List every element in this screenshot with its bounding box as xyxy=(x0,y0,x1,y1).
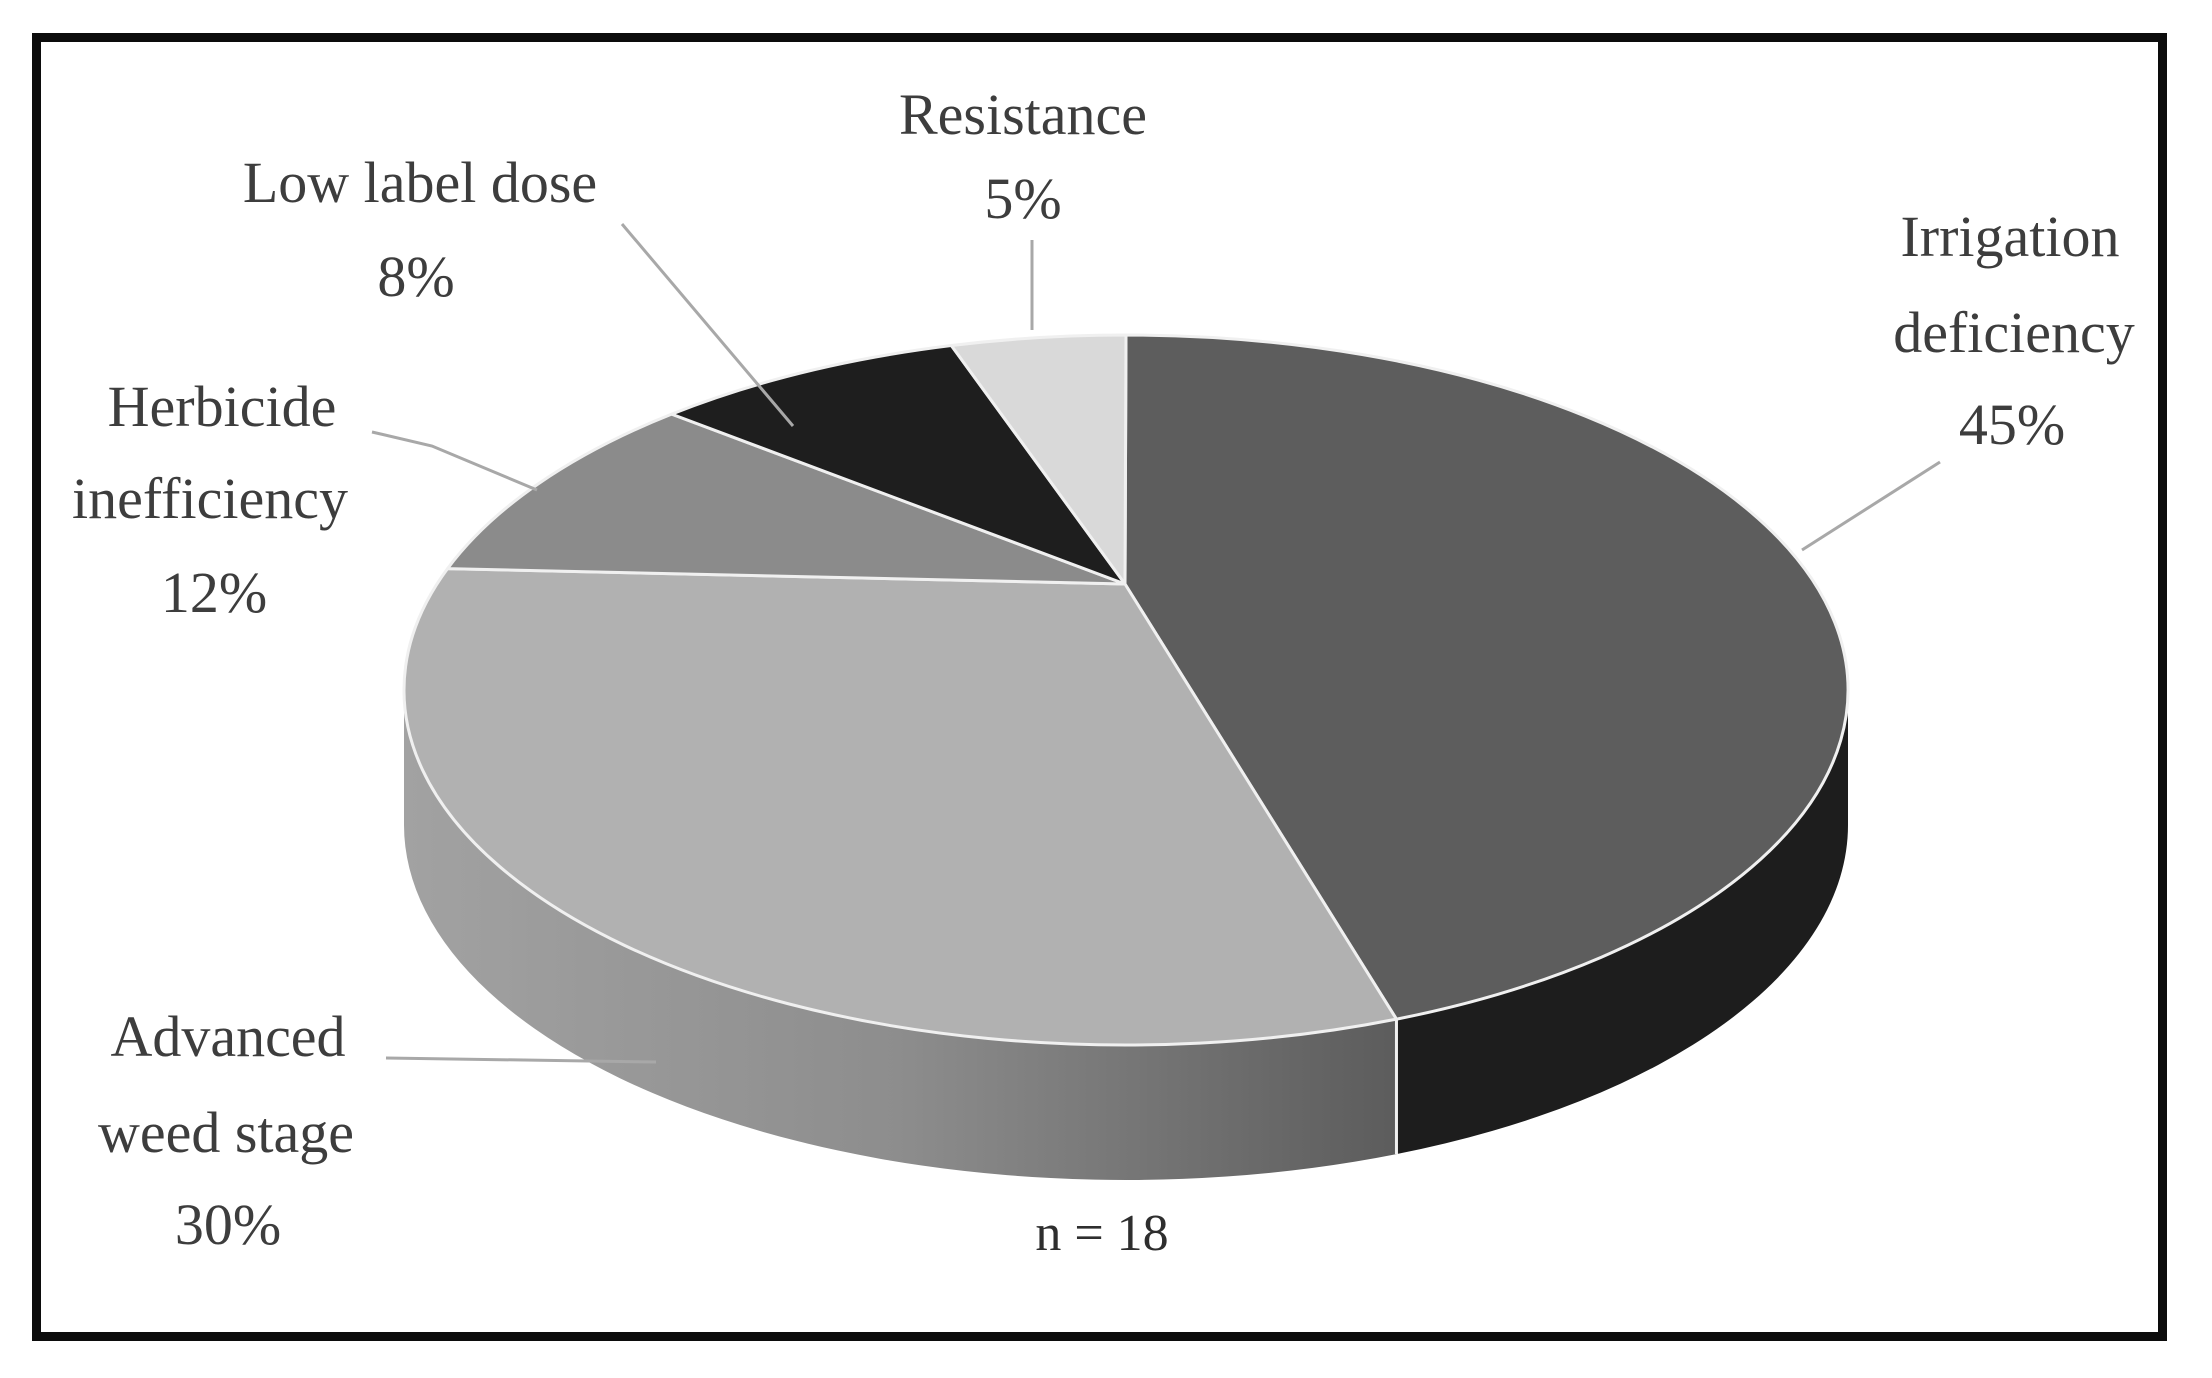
pie-3d xyxy=(402,333,1850,1180)
label-advanced-pct: 30% xyxy=(175,1192,281,1257)
label-irrigation-pct: 45% xyxy=(1959,392,2065,457)
herbicide-leader-line xyxy=(371,430,538,492)
label-low-dose-line1: Low label dose xyxy=(243,150,597,215)
pie-slice-advanced-weed-stage-side xyxy=(404,690,1397,1180)
sample-size-label: n = 18 xyxy=(1035,1205,1168,1262)
label-irrigation-line2: deficiency xyxy=(1893,300,2135,365)
label-resistance-pct: 5% xyxy=(984,166,1061,231)
label-irrigation-line1: Irrigation xyxy=(1900,204,2119,269)
label-herbicide-line2: inefficiency xyxy=(72,466,348,531)
irrigation-leader-line xyxy=(1801,460,1941,552)
label-resistance-line1: Resistance xyxy=(899,82,1147,147)
leader-lines xyxy=(371,223,1941,1064)
slice-labels: Resistance 5% Low label dose 8% Herbicid… xyxy=(72,82,2135,1262)
pie-slice-advanced-weed-stage-top xyxy=(402,567,1398,1047)
label-herbicide-line1: Herbicide xyxy=(108,374,337,439)
label-low-dose-pct: 8% xyxy=(377,244,454,309)
low-label-dose-leader-line xyxy=(620,223,795,427)
label-herbicide-pct: 12% xyxy=(161,560,267,625)
advanced-weed-leader-line xyxy=(385,1056,657,1064)
pie-slice-resistance-top xyxy=(949,333,1128,586)
pie-slice-irrigation-deficiency-top xyxy=(1123,333,1850,1021)
label-advanced-line2: weed stage xyxy=(98,1100,354,1165)
label-advanced-line1: Advanced xyxy=(110,1004,345,1069)
pie-slice-low-label-dose-top xyxy=(670,344,1127,586)
pie-slice-irrigation-deficiency-side xyxy=(1396,690,1848,1155)
pie-slice-herbicide-inefficiency-top xyxy=(446,412,1127,586)
